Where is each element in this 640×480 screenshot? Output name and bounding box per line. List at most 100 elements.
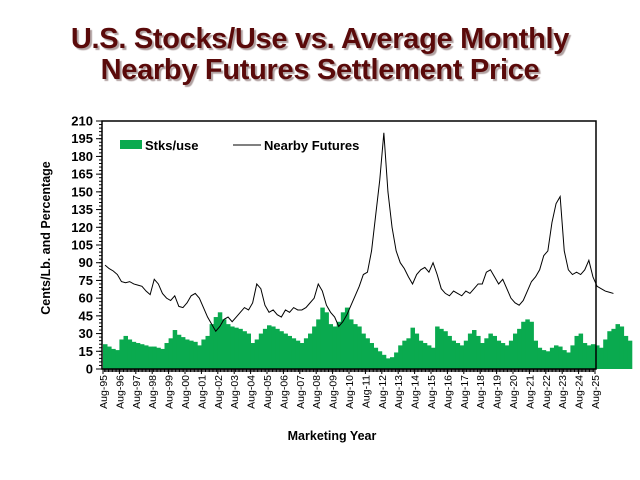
x-tick-label: Aug-03 xyxy=(229,375,241,409)
stks-use-bar xyxy=(332,326,338,369)
stks-use-bar xyxy=(472,330,477,369)
stks-use-bar xyxy=(127,339,133,369)
stks-use-bar xyxy=(545,351,551,369)
stks-use-bar xyxy=(402,340,407,369)
stks-use-bar xyxy=(590,344,596,369)
stks-use-bar xyxy=(316,319,321,369)
x-tick-label: Aug-97 xyxy=(131,375,143,409)
stks-use-bar xyxy=(336,321,342,369)
stks-use-bar xyxy=(615,324,620,369)
x-tick-label: Aug-20 xyxy=(508,375,520,409)
chart-title-line-1: U.S. Stocks/Use vs. Average Monthly xyxy=(70,23,570,55)
stks-use-bar xyxy=(373,347,379,369)
x-tick-label: Aug-10 xyxy=(344,375,356,409)
stks-use-bar xyxy=(148,346,153,369)
stks-use-bar xyxy=(525,319,530,369)
x-tick-label: Aug-95 xyxy=(98,375,110,409)
stks-use-bar xyxy=(599,347,604,369)
stks-use-bar xyxy=(221,319,227,369)
stks-use-bar xyxy=(115,350,120,369)
x-tick-label: Aug-23 xyxy=(557,375,569,409)
stks-use-bar xyxy=(205,335,210,369)
stks-use-bar xyxy=(422,343,428,369)
stks-use-bar xyxy=(467,333,473,369)
stks-use-bar xyxy=(431,347,436,369)
x-tick-label: Aug-08 xyxy=(311,375,323,409)
stks-use-bar xyxy=(500,343,506,369)
x-tick-label: Aug-01 xyxy=(196,375,208,409)
stks-use-bar xyxy=(426,345,432,369)
stks-use-bar xyxy=(164,343,169,369)
y-tick-label: 165 xyxy=(71,167,93,182)
stks-use-bar xyxy=(201,339,206,369)
stocks-use-bars xyxy=(103,307,633,369)
stks-use-bar xyxy=(295,340,301,369)
stks-use-bar xyxy=(230,326,235,369)
stks-use-bar xyxy=(574,335,579,369)
stks-use-bar xyxy=(287,335,292,369)
stks-use-bar xyxy=(435,326,440,369)
stks-use-bar xyxy=(521,321,526,369)
stks-use-bar xyxy=(611,328,616,369)
stks-use-bar xyxy=(291,338,297,369)
x-axis: Aug-95 Aug-96 Aug-97 Aug-98 Aug-99 Aug-00 Aug-… xyxy=(98,369,602,409)
x-tick-label: Aug-06 xyxy=(278,375,290,409)
stks-use-bar xyxy=(390,357,395,369)
x-tick-label: Aug-11 xyxy=(360,375,372,408)
stks-use-bar xyxy=(398,345,403,369)
x-tick-label: Aug-07 xyxy=(295,375,307,409)
stks-use-bar xyxy=(160,348,165,369)
stks-use-bar xyxy=(283,333,288,369)
stks-use-bar xyxy=(197,345,202,369)
stks-use-bar xyxy=(168,338,174,369)
stks-use-bar xyxy=(455,343,461,369)
stks-use-bar xyxy=(517,328,522,369)
y-axis-label: Cents/Lb. and Percentage xyxy=(39,161,53,315)
x-tick-label: Aug-18 xyxy=(475,375,487,409)
stks-use-bar xyxy=(267,325,272,369)
stks-use-bar xyxy=(529,321,534,369)
chart-title-line-2: Nearby Futures Settlement Price xyxy=(100,54,540,86)
stks-use-bar xyxy=(279,331,284,369)
stks-use-bar xyxy=(217,312,223,369)
stks-use-bar xyxy=(152,346,157,369)
stks-use-bar xyxy=(385,358,391,369)
stks-use-bar xyxy=(377,351,383,369)
stks-use-bar xyxy=(242,331,247,369)
x-tick-label: Aug-05 xyxy=(262,375,274,409)
stks-use-bar xyxy=(238,328,243,369)
x-tick-label: Aug-02 xyxy=(213,375,225,409)
stks-use-bar xyxy=(357,326,362,369)
stks-use-bar xyxy=(586,345,592,369)
stks-use-bar xyxy=(271,326,276,369)
stks-use-bar xyxy=(447,335,452,369)
y-axis: 0 15 30 45 60 75 90 105 120 135 150 165 180 195 210 xyxy=(71,114,102,377)
stks-use-bar xyxy=(459,345,465,369)
x-tick-label: Aug-12 xyxy=(377,375,389,409)
stks-use-bar xyxy=(570,345,575,369)
y-tick-label: 75 xyxy=(79,273,93,288)
x-tick-label: Aug-09 xyxy=(328,375,340,409)
stks-use-bar xyxy=(623,335,629,369)
stks-use-bar xyxy=(180,337,186,369)
stks-use-bar xyxy=(213,317,219,369)
stks-use-bar xyxy=(582,343,588,369)
stks-use-bar xyxy=(463,340,469,369)
stks-use-bar xyxy=(353,324,358,369)
x-tick-label: Aug-16 xyxy=(442,375,454,409)
y-tick-label: 30 xyxy=(79,326,93,341)
stks-use-bar xyxy=(340,312,346,369)
stks-use-bar xyxy=(135,343,141,369)
stks-use-bar xyxy=(578,333,584,369)
stks-use-bar xyxy=(234,327,239,369)
legend-swatch-stks-use xyxy=(120,140,142,149)
stks-use-bar xyxy=(176,334,182,369)
y-tick-label: 90 xyxy=(79,255,93,270)
y-tick-label: 150 xyxy=(71,184,93,199)
stks-use-bar xyxy=(139,344,145,369)
stks-use-bar xyxy=(193,341,198,369)
stks-use-bar xyxy=(394,352,399,369)
stks-use-bar xyxy=(619,326,625,369)
x-tick-label: Aug-14 xyxy=(410,375,422,409)
